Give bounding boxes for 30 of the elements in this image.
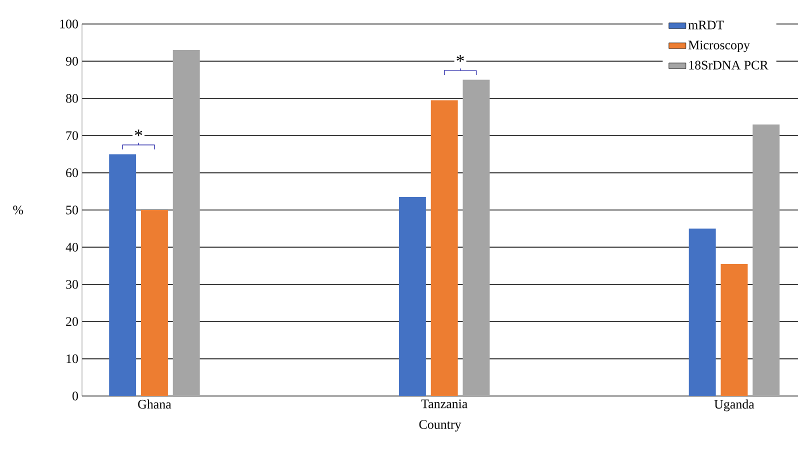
y-tick-label: 90 [66,56,78,66]
bar [430,100,458,396]
bar [109,154,136,396]
x-tick-label: Ghana [138,400,172,409]
x-tick-label: Uganda [714,400,754,412]
y-tick-label: 20 [66,317,78,326]
x-tick-label: Tanzania [421,400,468,408]
legend-label: mRDT [688,20,724,30]
y-tick-label: 100 [60,20,78,28]
legend-label: Microscopy [688,40,750,52]
bar [140,210,168,396]
y-tick-label: 30 [66,280,78,289]
annotation: * [134,130,142,136]
y-axis-title: % [13,206,24,214]
annotation: * [456,55,464,62]
x-axis-title: Country [419,420,462,432]
bar [752,124,780,396]
bar [688,228,716,396]
bar [172,50,200,396]
y-tick-label: 40 [66,242,78,252]
bar [398,196,426,396]
y-tick-label: 60 [66,168,78,178]
legend-label: 18SrDNA PCR [689,60,768,70]
y-tick-label: 70 [66,131,78,140]
bar [462,80,490,396]
y-tick-label: 10 [66,354,78,364]
bar [720,264,748,396]
y-tick-label: 0 [72,392,78,400]
y-tick-label: 50 [66,206,78,214]
y-tick-label: 80 [66,94,78,103]
